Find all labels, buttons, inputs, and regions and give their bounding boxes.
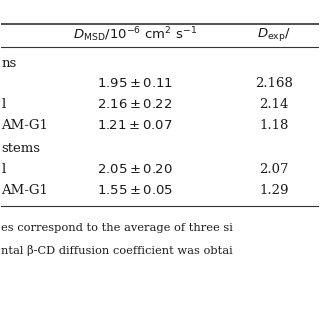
Text: $1.55 \pm 0.05$: $1.55 \pm 0.05$ xyxy=(97,184,173,196)
Text: $2.05 \pm 0.20$: $2.05 \pm 0.20$ xyxy=(97,163,172,176)
Text: stems: stems xyxy=(1,142,40,156)
Text: es correspond to the average of three si: es correspond to the average of three si xyxy=(1,223,233,233)
Text: 1.29: 1.29 xyxy=(260,184,289,196)
Text: AM-G1: AM-G1 xyxy=(1,119,48,132)
Text: $D_{\rm exp}/$: $D_{\rm exp}/$ xyxy=(257,26,291,43)
Text: l: l xyxy=(1,98,6,111)
Text: 2.14: 2.14 xyxy=(260,98,289,111)
Text: 1.18: 1.18 xyxy=(260,119,289,132)
Text: AM-G1: AM-G1 xyxy=(1,184,48,196)
Text: ns: ns xyxy=(1,57,17,70)
Text: $1.21 \pm 0.07$: $1.21 \pm 0.07$ xyxy=(97,119,172,132)
Text: 2.168: 2.168 xyxy=(255,77,293,90)
Text: 2.07: 2.07 xyxy=(260,163,289,176)
Text: l: l xyxy=(1,163,6,176)
Text: $1.95 \pm 0.11$: $1.95 \pm 0.11$ xyxy=(97,77,173,90)
Text: ntal β-CD diffusion coefficient was obtai: ntal β-CD diffusion coefficient was obta… xyxy=(1,245,233,256)
Text: $D_{\rm MSD}/10^{-6}\ {\rm cm}^2\ {\rm s}^{-1}$: $D_{\rm MSD}/10^{-6}\ {\rm cm}^2\ {\rm s… xyxy=(73,25,196,44)
Text: $2.16 \pm 0.22$: $2.16 \pm 0.22$ xyxy=(97,98,172,111)
